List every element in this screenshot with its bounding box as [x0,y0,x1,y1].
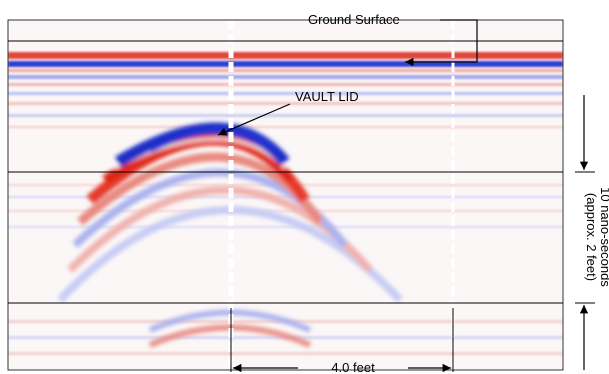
vault-lid-label: VAULT LID [295,89,359,104]
horizontal-scale-label: 4.0 feet [331,360,375,374]
time-scale-label: 10 nano-seconds [598,187,609,287]
ground-surface-label: Ground Surface [308,12,400,27]
radar-image [8,20,563,370]
depth-scale-label: (approx. 2 feet) [584,193,599,281]
